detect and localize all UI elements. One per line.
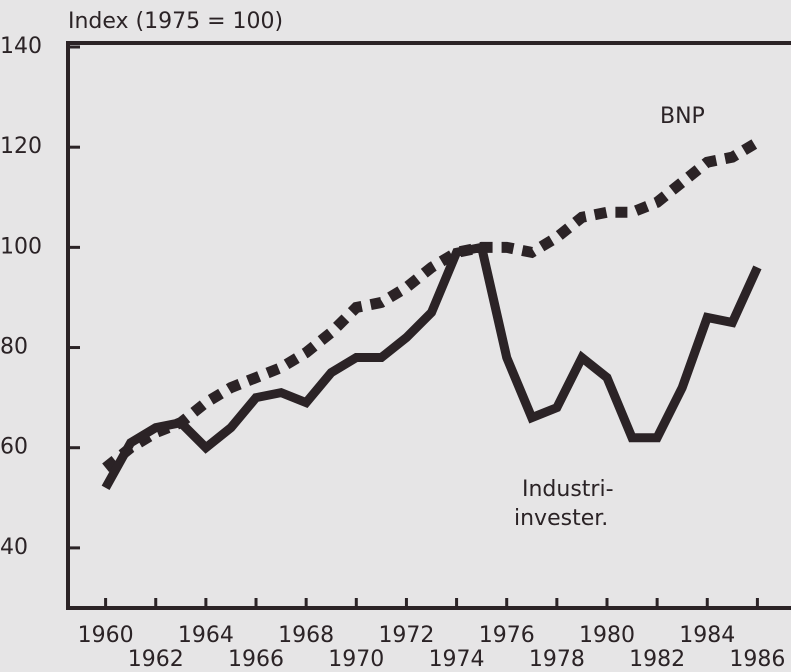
x-tick-label: 1964 — [178, 623, 234, 648]
y-tick-label: 120 — [0, 134, 42, 159]
y-tick-label: 140 — [0, 34, 42, 59]
y-tick-label: 60 — [0, 435, 28, 460]
x-tick-label: 1976 — [479, 623, 535, 648]
y-tick-label: 80 — [0, 335, 28, 360]
y-tick-label: 100 — [0, 234, 42, 259]
x-tick-label: 1962 — [128, 647, 184, 672]
x-tick-label: 1966 — [228, 647, 284, 672]
plot-frame — [66, 41, 791, 610]
annotation: invester. — [514, 506, 608, 531]
x-tick-label: 1978 — [529, 647, 585, 672]
annotation: BNP — [660, 104, 705, 129]
annotation: Industri- — [522, 477, 614, 502]
x-tick-label: 1974 — [429, 647, 485, 672]
series-line — [102, 137, 761, 473]
x-tick-label: 1960 — [78, 623, 134, 648]
chart-title: Index (1975 = 100) — [68, 9, 283, 34]
y-tick-label: 40 — [0, 535, 28, 560]
series-line — [101, 242, 762, 490]
x-tick-label: 1980 — [579, 623, 635, 648]
x-tick-label: 1982 — [629, 647, 685, 672]
x-tick-label: 1984 — [679, 623, 735, 648]
x-tick-label: 1986 — [729, 647, 785, 672]
x-tick-label: 1968 — [278, 623, 334, 648]
x-tick-label: 1972 — [378, 623, 434, 648]
x-tick-label: 1970 — [328, 647, 384, 672]
